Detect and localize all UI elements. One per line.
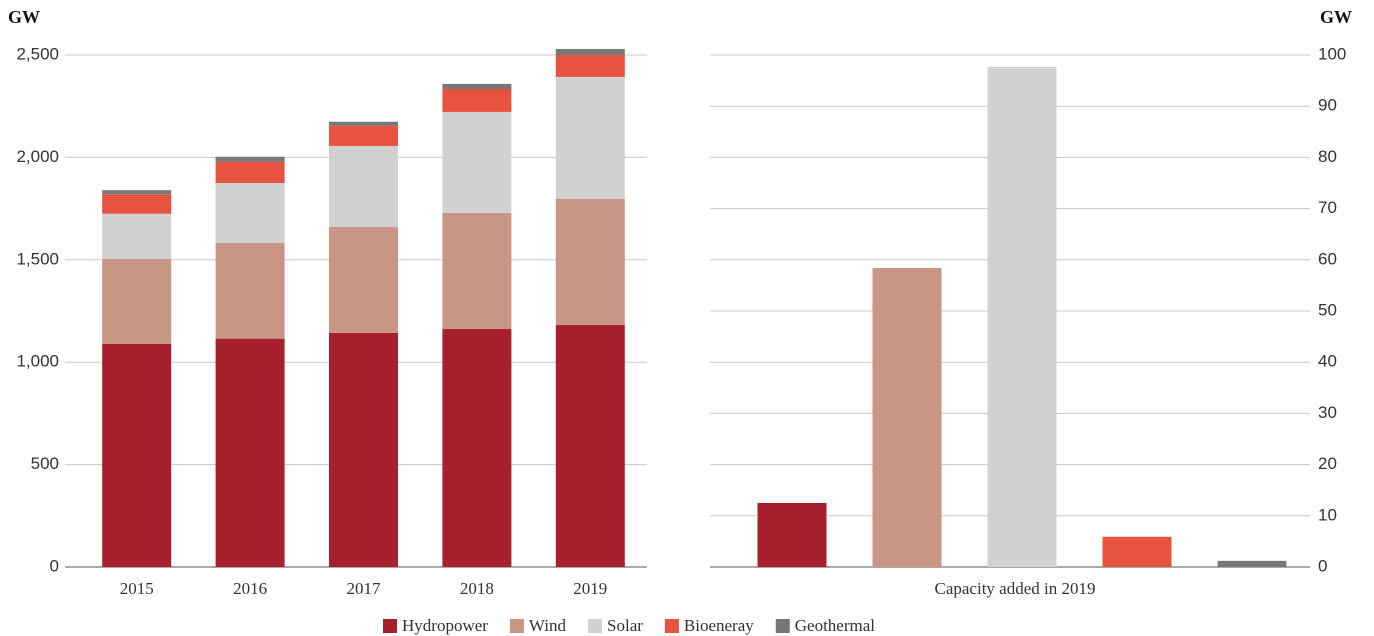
legend-swatch: [664, 619, 679, 633]
bar-segment: [102, 194, 172, 214]
y-tick-label: 30: [1318, 403, 1337, 422]
x-tick-label: 2015: [120, 579, 154, 598]
y-tick-label: 50: [1318, 300, 1337, 319]
bar: [1217, 560, 1287, 567]
x-tick-label: 2018: [460, 579, 494, 598]
x-axis-label: Capacity added in 2019: [935, 579, 1096, 598]
bar: [872, 267, 942, 567]
bar-segment: [215, 156, 285, 162]
y-tick-label: 500: [31, 454, 59, 473]
bar-segment: [215, 183, 285, 244]
y-tick-label: 10: [1318, 505, 1337, 524]
legend-label: Hydropower: [402, 616, 488, 635]
bar-segment: [329, 121, 398, 126]
legend-swatch: [588, 619, 603, 633]
y-tick-label: 90: [1318, 96, 1337, 115]
bar-segment: [102, 190, 172, 195]
bar-segment: [442, 83, 512, 89]
x-tick-label: 2016: [233, 579, 267, 598]
bar-segment: [329, 332, 398, 567]
legend-swatch: [509, 619, 524, 633]
bar-segment: [442, 111, 512, 213]
y-tick-label: 60: [1318, 249, 1337, 268]
y-tick-label: 2,000: [16, 147, 59, 166]
bar-segment: [555, 49, 625, 55]
bar-segment: [329, 145, 398, 228]
legend-label: Solar: [607, 616, 643, 635]
legend-swatch: [775, 619, 790, 633]
bar-segment: [555, 76, 625, 199]
y-axis-unit: GW: [1320, 7, 1352, 27]
bar-segment: [442, 88, 512, 112]
y-tick-label: 20: [1318, 454, 1337, 473]
legend-swatch: [383, 619, 397, 633]
bar-segment: [555, 324, 625, 567]
bar-segment: [215, 338, 285, 567]
bar: [987, 66, 1057, 567]
bar-segment: [215, 243, 285, 339]
y-tick-label: 0: [1318, 556, 1327, 575]
y-tick-label: 2,500: [16, 44, 59, 63]
y-tick-label: 1,000: [16, 352, 59, 371]
y-tick-label: 70: [1318, 198, 1337, 217]
y-tick-label: 0: [50, 556, 59, 575]
x-tick-label: 2017: [347, 579, 382, 598]
bar-segment: [215, 161, 285, 183]
legend-label: Geothermal: [795, 616, 876, 635]
bar-segment: [442, 329, 512, 567]
bar-segment: [555, 198, 625, 325]
bar-segment: [555, 55, 625, 77]
bar-segment: [442, 212, 512, 330]
y-tick-label: 80: [1318, 147, 1337, 166]
y-tick-label: 40: [1318, 352, 1337, 371]
bar-segment: [102, 258, 172, 344]
bar-segment: [102, 343, 172, 567]
legend-label: Wind: [529, 616, 567, 635]
y-axis-unit: GW: [8, 7, 40, 27]
bar-segment: [329, 227, 398, 333]
y-tick-label: 1,500: [16, 249, 59, 268]
y-tick-label: 100: [1318, 44, 1346, 63]
bar: [757, 503, 827, 567]
bar-segment: [329, 125, 398, 146]
x-tick-label: 2019: [573, 579, 607, 598]
bar: [1102, 536, 1172, 567]
bar-segment: [102, 213, 172, 259]
legend-label: Bioeneray: [684, 616, 754, 635]
